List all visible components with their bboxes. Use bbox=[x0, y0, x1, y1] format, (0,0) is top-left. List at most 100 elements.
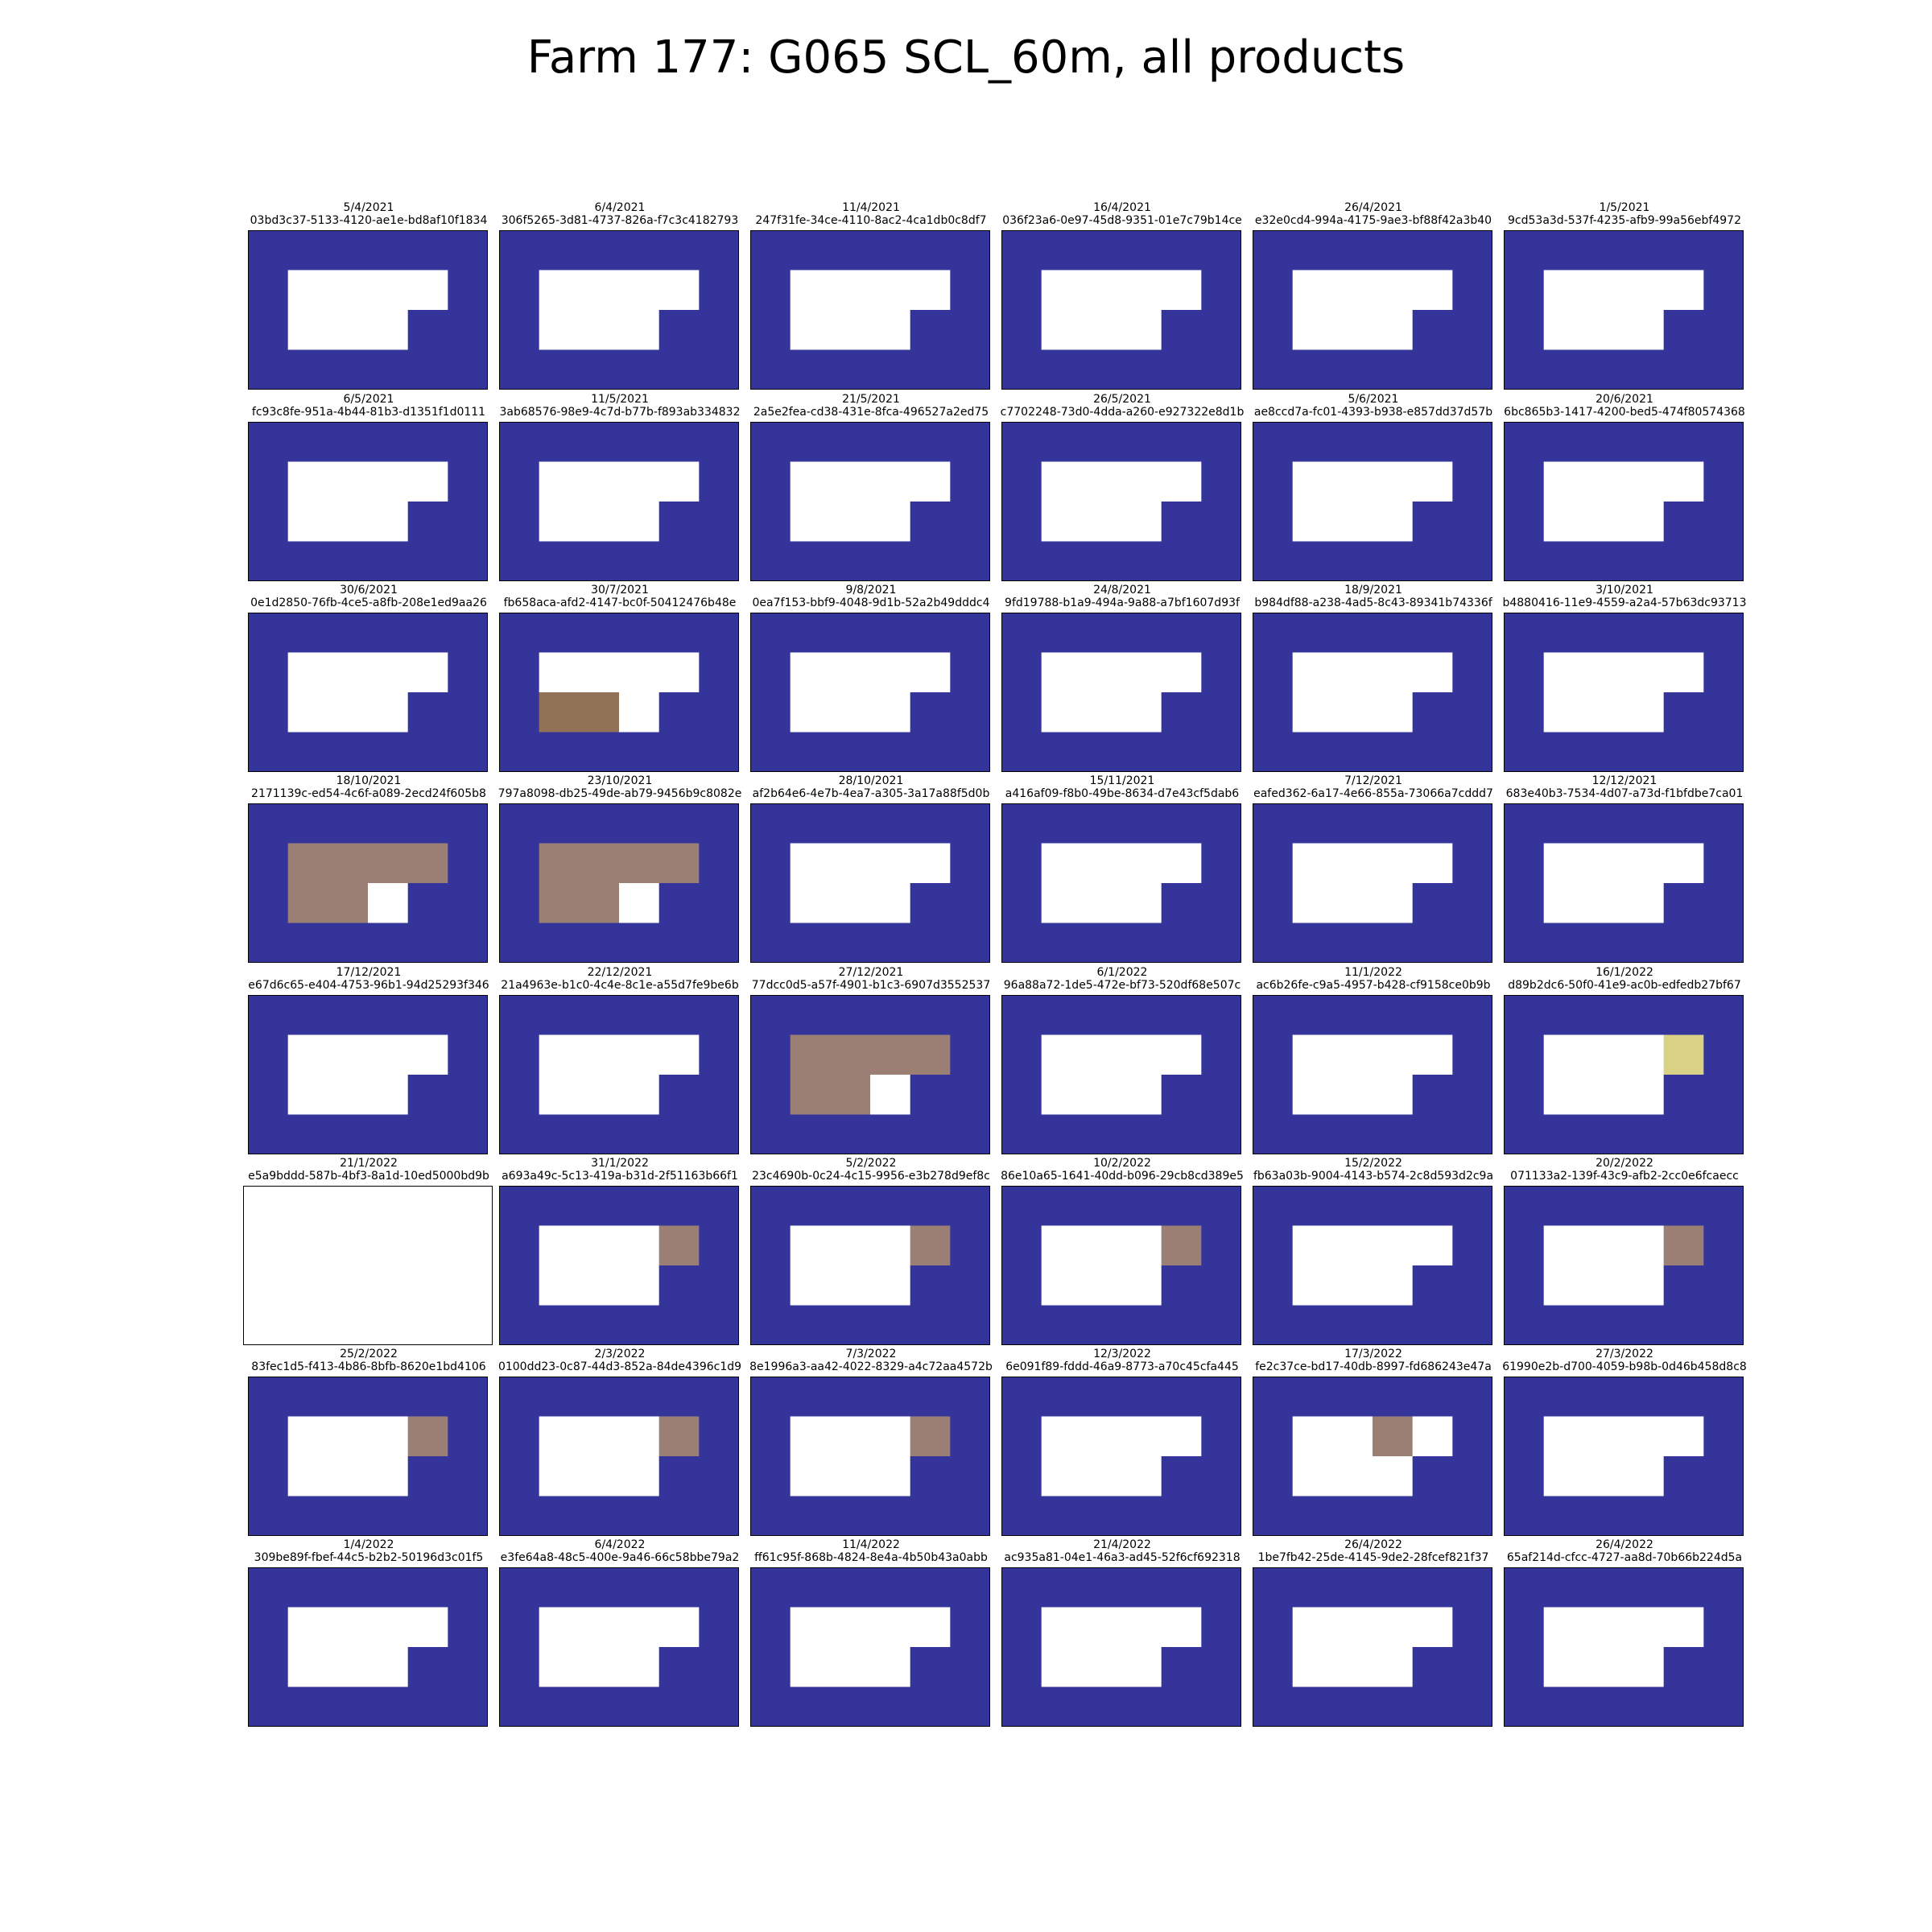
pixel-background bbox=[539, 349, 580, 390]
pixel-background bbox=[1412, 541, 1453, 581]
pixel-background bbox=[1373, 1686, 1414, 1727]
pixel-background bbox=[950, 1647, 990, 1688]
pixel-field bbox=[539, 652, 580, 693]
pixel-background bbox=[579, 803, 620, 844]
panel-product-id: e32e0cd4-994a-4175-9ae3-bf88f42a3b40 bbox=[1254, 214, 1492, 227]
pixel-background bbox=[248, 995, 289, 1036]
pixel-background bbox=[499, 1647, 540, 1688]
panel-frame bbox=[499, 230, 739, 390]
pixel-background bbox=[1504, 1416, 1545, 1457]
pixel-field bbox=[287, 1034, 328, 1075]
pixel-field bbox=[579, 1647, 620, 1688]
pixel-background bbox=[1543, 613, 1584, 654]
pixel-background bbox=[1081, 1496, 1122, 1536]
panel-frame bbox=[750, 995, 990, 1154]
pixel-background bbox=[750, 732, 791, 772]
pixel-background bbox=[1543, 995, 1584, 1036]
pixel-taupe bbox=[910, 1225, 951, 1266]
panel-image bbox=[499, 1567, 739, 1727]
pixel-background bbox=[1452, 613, 1492, 654]
pixel-background bbox=[1201, 1186, 1241, 1227]
panel-image bbox=[499, 995, 739, 1154]
pixel-background bbox=[1412, 1647, 1453, 1688]
panel-date: 12/12/2021 bbox=[1591, 774, 1657, 787]
pixel-background bbox=[1201, 843, 1241, 884]
pixel-field bbox=[539, 1607, 580, 1648]
pixel-background bbox=[1583, 1305, 1624, 1345]
panel-date: 28/10/2021 bbox=[838, 774, 904, 787]
panel-image bbox=[1504, 1377, 1744, 1536]
pixel-field bbox=[1041, 1456, 1082, 1497]
panel-image bbox=[499, 1186, 739, 1345]
panel-image bbox=[750, 1377, 990, 1536]
pixel-background bbox=[1703, 422, 1744, 463]
pixel-field bbox=[407, 1034, 448, 1075]
pixel-background bbox=[619, 923, 660, 963]
pixel-background bbox=[658, 349, 700, 390]
pixel-background bbox=[1543, 803, 1584, 844]
pixel-background bbox=[328, 995, 369, 1036]
pixel-background bbox=[539, 1567, 580, 1608]
pixel-background bbox=[499, 310, 540, 351]
pixel-field bbox=[1332, 1456, 1373, 1497]
pixel-background bbox=[287, 995, 328, 1036]
pixel-background bbox=[699, 502, 739, 543]
pixel-taupe bbox=[1161, 1225, 1202, 1266]
pixel-background bbox=[1001, 692, 1042, 733]
pixel-field bbox=[1543, 843, 1584, 884]
pixel-field bbox=[287, 270, 328, 311]
pixel-background bbox=[407, 1496, 448, 1536]
panel-date: 23/10/2021 bbox=[587, 774, 653, 787]
pixel-background bbox=[750, 1456, 791, 1497]
pixel-background bbox=[699, 349, 739, 390]
pixel-field bbox=[1161, 652, 1202, 693]
panel-frame bbox=[248, 613, 488, 772]
pixel-background bbox=[1504, 1075, 1545, 1116]
pixel-background bbox=[1201, 1647, 1241, 1688]
pixel-background bbox=[1663, 1686, 1704, 1727]
pixel-field bbox=[368, 1416, 409, 1457]
pixel-background bbox=[579, 1186, 620, 1227]
pixel-background bbox=[499, 732, 540, 772]
panel-frame bbox=[499, 1377, 739, 1536]
pixel-background bbox=[579, 1496, 620, 1536]
pixel-background bbox=[750, 1114, 791, 1154]
pixel-background bbox=[1001, 461, 1042, 502]
pixel-field bbox=[830, 1416, 871, 1457]
pixel-background bbox=[699, 843, 739, 884]
pixel-background bbox=[699, 1075, 739, 1116]
pixel-background bbox=[830, 349, 871, 390]
panel-product-id: d89b2dc6-50f0-41e9-ac0b-edfedb27bf67 bbox=[1508, 979, 1741, 992]
panel-frame bbox=[750, 1186, 990, 1345]
pixel-background bbox=[1292, 613, 1333, 654]
panel-frame bbox=[1504, 1186, 1744, 1345]
pixel-field bbox=[658, 270, 700, 311]
pixel-background bbox=[407, 995, 448, 1036]
pixel-background bbox=[1121, 1496, 1162, 1536]
pixel-background bbox=[1504, 1225, 1545, 1266]
pixel-background bbox=[1663, 613, 1704, 654]
pixel-background bbox=[750, 1034, 791, 1075]
panel-product-id: 0e1d2850-76fb-4ce5-a8fb-208e1ed9aa26 bbox=[250, 597, 487, 609]
pixel-field bbox=[1583, 502, 1624, 543]
pixel-background bbox=[499, 652, 540, 693]
pixel-background bbox=[1624, 1686, 1665, 1727]
pixel-field bbox=[407, 461, 448, 502]
pixel-field bbox=[1543, 652, 1584, 693]
pixel-background bbox=[499, 803, 540, 844]
pixel-background bbox=[1001, 843, 1042, 884]
pixel-background bbox=[1543, 732, 1584, 772]
pixel-background bbox=[1041, 422, 1082, 463]
panel-image bbox=[248, 613, 488, 772]
pixel-background bbox=[1624, 923, 1665, 963]
pixel-background bbox=[1001, 1114, 1042, 1154]
pixel-field bbox=[1161, 1034, 1202, 1075]
pixel-background bbox=[1001, 1305, 1042, 1345]
pixel-background bbox=[750, 1416, 791, 1457]
pixel-background bbox=[1583, 613, 1624, 654]
pixel-background bbox=[1703, 732, 1744, 772]
pixel-background bbox=[830, 1377, 871, 1418]
pixel-background bbox=[368, 803, 409, 844]
pixel-background bbox=[1412, 803, 1453, 844]
panel-product-id: 2171139c-ed54-4c6f-a089-2ecd24f605b8 bbox=[251, 787, 486, 800]
